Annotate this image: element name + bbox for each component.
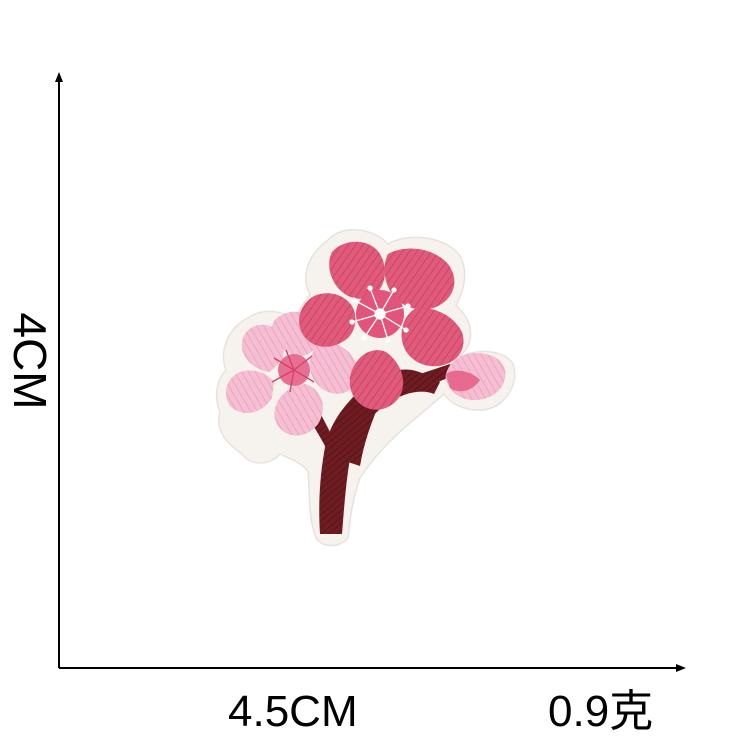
light-blossom-stamens [271, 349, 315, 393]
dark-pink-blossom [299, 241, 464, 410]
dark-blossom-stamens [349, 285, 411, 343]
width-measurement-label: 4.5CM [228, 687, 358, 736]
vertical-axis-arrow-icon [55, 72, 63, 82]
weight-label: 0.9克 [548, 687, 654, 736]
horizontal-axis-arrow-icon [676, 664, 686, 672]
vertical-axis [55, 72, 63, 668]
height-measurement-label: 4CM [4, 312, 56, 410]
horizontal-axis [59, 664, 686, 672]
blossom-bud [445, 352, 506, 401]
cherry-blossom-patch [215, 229, 516, 547]
light-pink-blossom [225, 311, 358, 436]
